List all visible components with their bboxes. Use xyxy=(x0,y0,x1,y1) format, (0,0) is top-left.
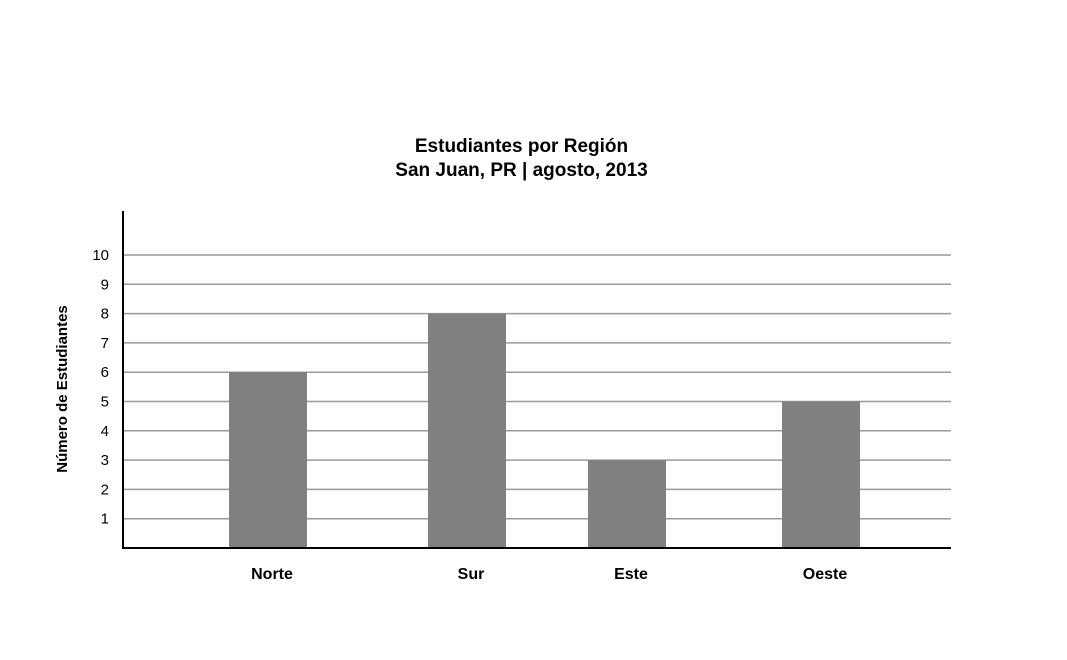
y-tick-label: 3 xyxy=(101,452,109,469)
y-tick-label: 1 xyxy=(101,511,109,528)
y-tick-label: 8 xyxy=(101,306,109,323)
y-tick-labels: 1 2 3 4 5 6 7 8 9 10 xyxy=(92,247,109,528)
y-tick-label: 2 xyxy=(101,481,109,498)
bar xyxy=(588,460,666,548)
y-tick-label: 6 xyxy=(101,364,109,381)
y-tick-label: 10 xyxy=(92,247,109,264)
bar xyxy=(428,313,506,548)
y-tick-label: 5 xyxy=(101,394,109,411)
x-category-label: Oeste xyxy=(803,566,848,583)
chart-subtitle: San Juan, PR | agosto, 2013 xyxy=(395,160,648,181)
chart-title: Estudiantes por Región xyxy=(414,136,629,157)
y-tick-label: 7 xyxy=(101,335,109,352)
bar xyxy=(229,372,307,548)
x-category-labels: Norte Sur Este Oeste xyxy=(251,566,847,583)
y-axis-label: Número de Estudiantes xyxy=(54,305,71,473)
y-tick-label: 4 xyxy=(101,423,109,440)
x-category-label: Sur xyxy=(458,566,485,583)
axes xyxy=(122,211,951,549)
bar xyxy=(782,401,860,548)
x-category-label: Norte xyxy=(251,566,293,583)
y-tick-label: 9 xyxy=(101,276,109,293)
x-category-label: Este xyxy=(614,566,648,583)
bars xyxy=(229,313,860,548)
